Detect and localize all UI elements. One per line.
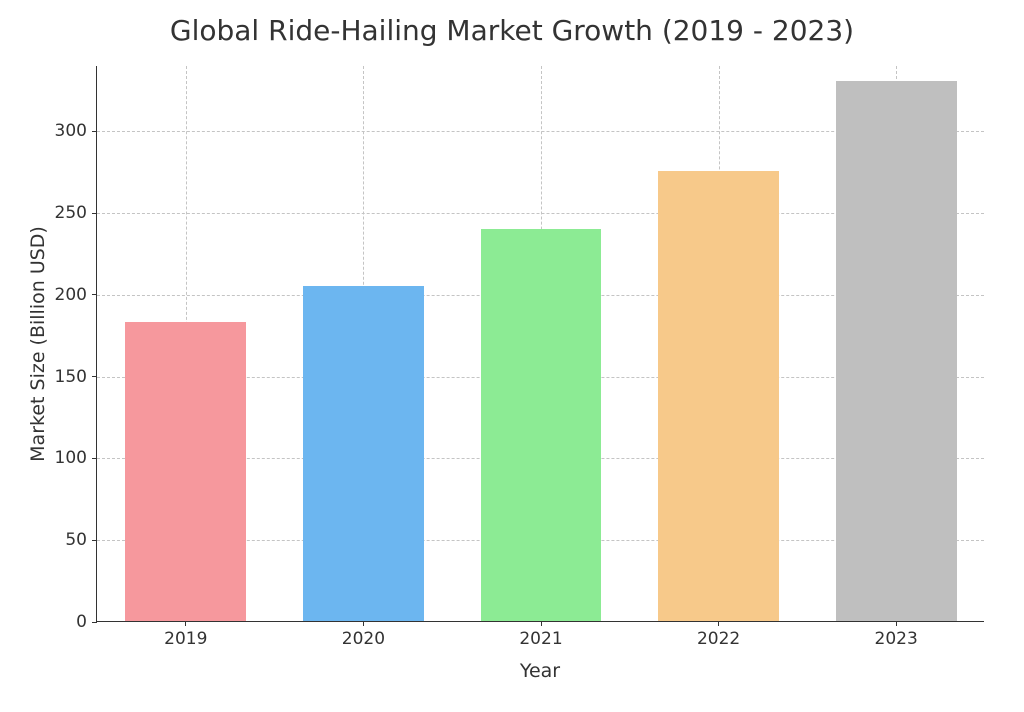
plot-area: 05010015020025030020192020202120222023 — [96, 66, 984, 622]
y-tick-mark — [92, 294, 97, 295]
y-tick-mark — [92, 458, 97, 459]
y-tick-label: 200 — [55, 285, 97, 305]
y-tick-label: 300 — [55, 121, 97, 141]
y-tick-mark — [92, 213, 97, 214]
chart-figure: Global Ride-Hailing Market Growth (2019 … — [0, 0, 1024, 712]
chart-title: Global Ride-Hailing Market Growth (2019 … — [0, 14, 1024, 47]
x-axis-label: Year — [520, 660, 560, 682]
y-tick-label: 250 — [55, 203, 97, 223]
bar — [658, 171, 779, 621]
bar — [836, 81, 957, 621]
y-tick-mark — [92, 131, 97, 132]
x-tick-label: 2022 — [697, 621, 740, 649]
bar — [303, 286, 424, 621]
x-tick-label: 2020 — [342, 621, 385, 649]
x-tick-label: 2021 — [519, 621, 562, 649]
y-tick-mark — [92, 622, 97, 623]
y-tick-mark — [92, 540, 97, 541]
y-axis-label: Market Size (Billion USD) — [27, 226, 49, 462]
y-tick-mark — [92, 376, 97, 377]
bar — [481, 229, 602, 621]
y-tick-label: 150 — [55, 367, 97, 387]
y-tick-label: 100 — [55, 448, 97, 468]
x-tick-label: 2023 — [875, 621, 918, 649]
bar — [125, 322, 246, 621]
x-tick-label: 2019 — [164, 621, 207, 649]
